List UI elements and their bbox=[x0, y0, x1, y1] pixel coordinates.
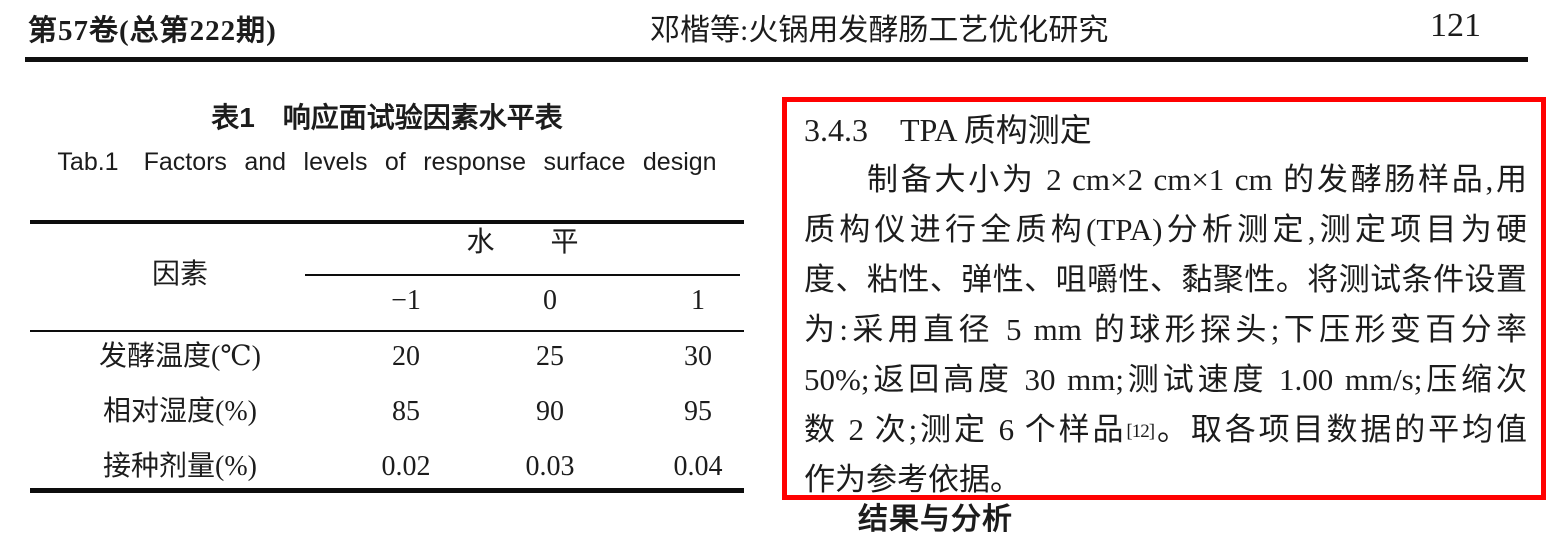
next-section-partial-heading: 结果与分析 bbox=[858, 503, 1013, 536]
reference-marker: [12] bbox=[1126, 421, 1155, 442]
paragraph-line-segment: 数 2 次;测定 6 个样品 bbox=[804, 412, 1127, 447]
table-title-zh: 表1 响应面试验因素水平表 bbox=[211, 102, 563, 133]
row-value: 95 bbox=[684, 396, 712, 427]
table-header-level: 水 平 bbox=[466, 227, 579, 258]
row-value: 20 bbox=[392, 341, 420, 372]
factors-table-section: 表1 响应面试验因素水平表 Tab.1 Factors and levels o… bbox=[30, 100, 744, 500]
paragraph-line: 质构仪进行全质构(TPA)分析测定,测定项目为硬 bbox=[804, 212, 1527, 247]
table-level-col-minus1: −1 bbox=[391, 285, 421, 316]
table-header-factor: 因素 bbox=[151, 259, 208, 290]
row-value: 0.02 bbox=[381, 451, 431, 482]
row-value: 90 bbox=[536, 396, 564, 427]
row-value: 0.03 bbox=[525, 451, 575, 482]
highlight-annotation-box: 3.4.3 TPA 质构测定 制备大小为 2 cm×2 cm×1 cm 的发酵肠… bbox=[782, 97, 1546, 500]
row-label: 接种剂量(%) bbox=[103, 451, 257, 482]
running-title: 邓楷等:火锅用发酵肠工艺优化研究 bbox=[650, 14, 1109, 47]
paragraph-line: 度、粘性、弹性、咀嚼性、黏聚性。将测试条件设置 bbox=[804, 262, 1527, 297]
paragraph-line: 制备大小为 2 cm×2 cm×1 cm 的发酵肠样品,用 bbox=[867, 162, 1527, 197]
table-rule-mid bbox=[30, 330, 744, 332]
paragraph-line: 50%;返回高度 30 mm;测试速度 1.00 mm/s;压缩次 bbox=[804, 362, 1527, 397]
table-title-en: Tab.1 Factors and levels of response sur… bbox=[57, 148, 717, 176]
header-divider-rule bbox=[25, 57, 1528, 62]
row-label: 相对湿度(%) bbox=[103, 396, 257, 427]
paragraph-line-segment: 。取各项目数据的平均值 bbox=[1154, 412, 1527, 447]
row-value: 85 bbox=[392, 396, 420, 427]
table-level-underline bbox=[305, 274, 740, 276]
paragraph-line: 作为参考依据。 bbox=[804, 462, 1021, 497]
paper-page: { "page_header": { "journal_info": "第57卷… bbox=[25, 7, 1546, 536]
row-label: 发酵温度(℃) bbox=[99, 341, 261, 372]
table-level-col-one: 1 bbox=[691, 285, 705, 316]
paragraph-line: 数 2 次;测定 6 个样品[12]。取各项目数据的平均值 bbox=[804, 405, 1527, 455]
row-value: 0.04 bbox=[673, 451, 723, 482]
row-value: 30 bbox=[684, 341, 712, 372]
section-heading: 3.4.3 TPA 质构测定 bbox=[804, 112, 1092, 148]
page-number: 121 bbox=[1430, 7, 1481, 44]
paragraph-line: 为:采用直径 5 mm 的球形探头;下压形变百分率 bbox=[804, 312, 1527, 347]
table-level-col-zero: 0 bbox=[543, 285, 557, 316]
row-value: 25 bbox=[536, 341, 564, 372]
table-rule-bottom bbox=[30, 488, 744, 493]
table-rule-top bbox=[30, 220, 744, 224]
journal-volume-info: 第57卷(总第222期) bbox=[28, 15, 277, 47]
